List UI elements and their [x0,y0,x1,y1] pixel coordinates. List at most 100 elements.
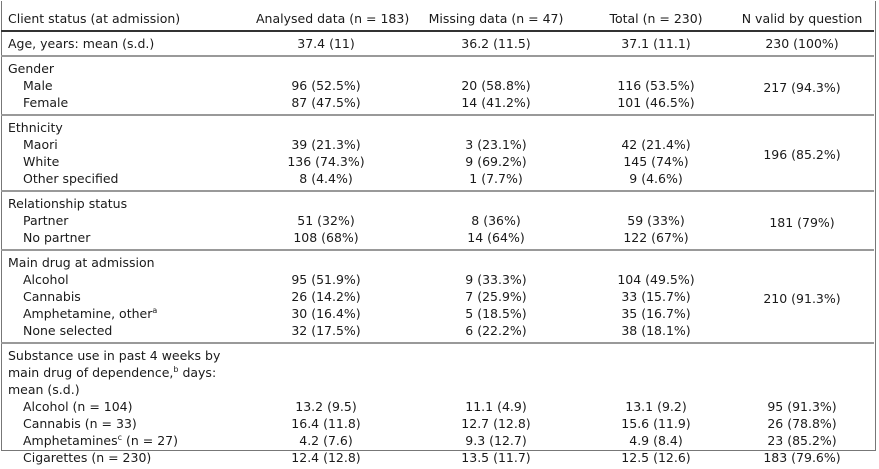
value-cell: 95 (51.9%) [291,272,361,287]
value-cell: 8 (36%) [471,213,521,228]
header-analysed: Analysed data (n = 183) [256,10,410,26]
empty-cell [596,343,716,364]
value-cell: 12.5 (12.6) [621,450,691,465]
value-cell: 9 (33.3%) [465,272,527,287]
value-cell: 36.2 (11.5) [461,36,531,51]
table-row: Amphetaminesc (n = 27) 4.2 (7.6) 9.3 (12.7… [1,432,874,449]
table-row: Cannabis (n = 33) 16.4 (11.8) 12.7 (12.8) 1… [1,415,874,432]
row-label-cell: Cigarettes (n = 230) [1,449,256,469]
group-heading-text: main drug of dependence, [8,365,174,380]
table-row: Maori 39 (21.3%) 3 (23.1%) 42 (21.4%) [1,136,874,153]
value-cell: 15.6 (11.9) [621,416,691,431]
table-row: Alcohol 95 (51.9%) 9 (33.3%) 104 (49.5%) [1,271,874,288]
row-label-cell: Partner [1,212,256,229]
value-cell: 33 (15.7%) [621,289,691,304]
value-cell: 20 (58.8%) [461,78,531,93]
value-cell: 13.2 (9.5) [295,399,357,414]
table-row: Partner 51 (32%) 8 (36%) 59 (33%) [1,212,874,229]
empty-cell [396,364,596,381]
group-heading: mean (s.d.) [1,381,256,398]
empty-cell [256,364,396,381]
group-heading-suffix: days: [178,365,217,380]
group-heading-row: Gender 217 (94.3%) [1,56,874,95]
table-row: Alcohol (n = 104) 13.2 (9.5) 11.1 (4.9) 13.… [1,398,874,415]
row-label: Amphetamines [23,433,118,448]
value-cell: 16.4 (11.8) [291,416,361,431]
value-cell: 136 (74.3%) [287,154,365,169]
value-cell: 38 (18.1%) [621,323,691,338]
group-heading-row: Relationship status 181 (79%) [1,191,874,230]
empty-cell [596,381,716,398]
value-cell [596,115,716,136]
row-label-cell: Other specified [1,170,256,191]
value-cell: 35 (16.7%) [621,306,691,321]
value-cell: 9.3 (12.7) [465,433,527,448]
empty-cell [716,364,874,381]
value-cell: 14 (64%) [467,230,525,245]
row-label: Maori [23,137,58,152]
value-cell: 87 (47.5%) [291,95,361,110]
value-cell [396,250,596,271]
value-cell: 39 (21.3%) [291,137,361,152]
table-row: No partner 108 (68%) 14 (64%) 122 (67%) [1,229,874,250]
value-cell: 59 (33%) [627,213,685,228]
row-label-cell: Cannabis (n = 33) [1,415,256,432]
n-valid-cell: 196 (85.2%) [763,147,841,162]
table-group: Age, years: mean (s.d.) 37.4 (11) 36.2 (11… [1,31,874,56]
header-row: Client status (at admission) Analysed da… [1,6,874,31]
table-row: None selected 32 (17.5%) 6 (22.2%) 38 (18.1… [1,322,874,343]
row-label-suffix: (n = 27) [122,433,179,448]
value-cell: 32 (17.5%) [291,323,361,338]
value-cell: 37.1 (11.1) [621,36,691,51]
value-cell: 104 (49.5%) [617,272,695,287]
header-n-valid: N valid by question [741,10,863,26]
group-heading-row: main drug of dependence,b days: [1,364,874,381]
empty-cell [256,381,396,398]
value-cell: 13.1 (9.2) [625,399,687,414]
row-label-cell: None selected [1,322,256,343]
n-valid-cell: 95 (91.3%) [767,399,837,414]
value-cell: 42 (21.4%) [621,137,691,152]
row-label: Partner [23,213,69,228]
table-group: Main drug at admission 210 (91.3%) Alcohol… [1,250,874,343]
value-cell: 4.9 (8.4) [629,433,683,448]
row-label-cell: No partner [1,229,256,250]
empty-cell [716,381,874,398]
value-cell: 101 (46.5%) [617,95,695,110]
row-label: No partner [23,230,91,245]
row-label-cell: Alcohol [1,271,256,288]
row-label-cell: Amphetamine, othera [1,305,256,322]
n-valid-cell: 181 (79%) [769,214,835,230]
value-cell [596,191,716,212]
group-heading: Age, years: mean (s.d.) [8,36,155,51]
value-cell [256,115,396,136]
group-heading: Ethnicity [8,120,63,135]
value-cell: 37.4 (11) [297,36,355,51]
group-heading-row: mean (s.d.) [1,381,874,398]
row-label: Female [23,95,69,110]
value-cell [396,56,596,77]
row-label-cell: Female [1,94,256,115]
row-label: Male [23,78,53,93]
n-valid-cell: 23 (85.2%) [767,433,837,448]
value-cell: 51 (32%) [297,213,355,228]
empty-cell [256,343,396,364]
group-heading-text: mean (s.d.) [8,382,80,397]
row-label: Alcohol (n = 104) [23,399,133,414]
row-label: Cigarettes (n = 230) [23,450,152,465]
group-heading: Main drug at admission [8,255,155,270]
n-valid-cell: 230 (100%) [765,36,839,51]
value-cell: 12.4 (12.8) [291,450,361,465]
table-group: Substance use in past 4 weeks by main dru… [1,343,874,469]
value-cell: 108 (68%) [293,230,359,245]
header-client-status: Client status (at admission) [8,10,181,26]
n-valid-cell: 210 (91.3%) [763,290,841,306]
row-label-cell: Amphetaminesc (n = 27) [1,432,256,449]
table-group: Ethnicity 196 (85.2%) Maori 39 (21.3%) 3 (23… [1,115,874,191]
value-cell: 8 (4.4%) [299,171,353,186]
group-heading: main drug of dependence,b days: [1,364,256,381]
value-cell [256,56,396,77]
value-cell: 7 (25.9%) [465,289,527,304]
table-row: Female 87 (47.5%) 14 (41.2%) 101 (46.5%) [1,94,874,115]
group-heading-row: Substance use in past 4 weeks by [1,343,874,364]
